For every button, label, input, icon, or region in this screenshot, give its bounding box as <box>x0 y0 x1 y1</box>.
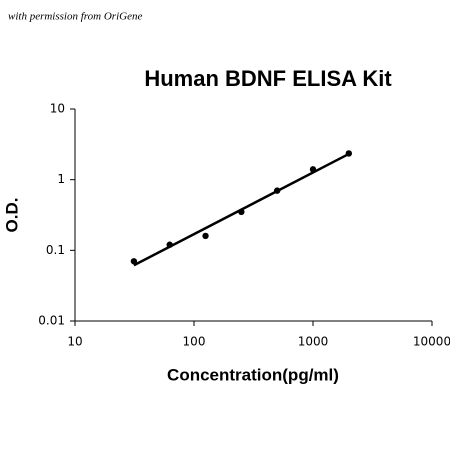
data-point <box>345 150 353 157</box>
y-axis-label: O.D. <box>2 198 21 233</box>
x-tick-label: 10 <box>67 335 82 349</box>
chart-title: Human BDNF ELISA Kit <box>144 66 392 91</box>
y-tick-label: 10 <box>50 102 65 116</box>
x-tick-label: 100 <box>183 335 206 349</box>
y-tick-label: 0.1 <box>46 243 65 257</box>
x-tick-label: 10000 <box>413 335 450 349</box>
data-point <box>309 166 317 173</box>
permission-note: with permission from OriGene <box>8 11 142 23</box>
data-point <box>238 208 245 216</box>
y-tick-label: 0.01 <box>38 314 65 328</box>
data-point <box>273 187 281 194</box>
x-tick-label: 1000 <box>298 335 329 349</box>
x-axis-label: Concentration(pg/ml) <box>167 365 339 384</box>
data-point <box>166 241 173 248</box>
data-point <box>202 232 209 240</box>
y-tick-label: 1 <box>57 172 65 186</box>
data-point <box>130 258 138 265</box>
